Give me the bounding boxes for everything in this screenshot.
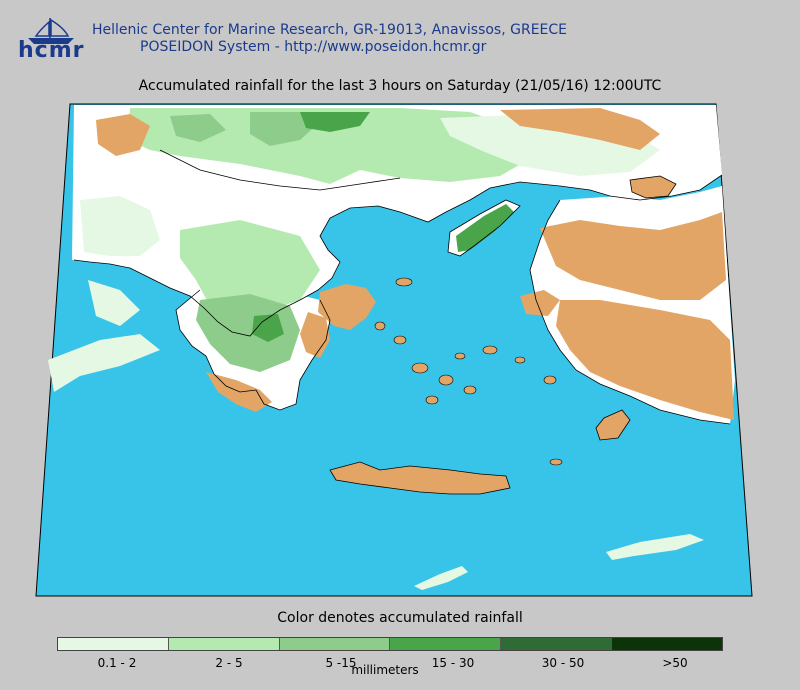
legend-label-15-30: 15 - 30 — [431, 656, 475, 670]
legend-label-2-5: 2 - 5 — [215, 656, 243, 670]
legend-title: Color denotes accumulated rainfall — [277, 610, 523, 626]
legend-swatch-2-5 — [168, 638, 280, 650]
dry-land-attica — [318, 284, 376, 330]
rain-zone-central — [180, 220, 320, 320]
rain-zone-north-heavy — [250, 112, 320, 146]
rain-zone-north-heavy-3 — [300, 112, 370, 132]
rain-zone-peloponnese — [196, 294, 300, 372]
rain-zone-sea-west — [48, 334, 160, 392]
legend-swatch-5-15 — [279, 638, 391, 650]
legend-label-0.1-2: 0.1 - 2 — [97, 656, 137, 670]
legend-label-5-15: 5 -15 — [325, 656, 357, 670]
rain-zone-peloponnese-heavy — [252, 314, 284, 342]
rain-zone-evia — [456, 204, 514, 252]
legend-label-gt50: >50 — [662, 656, 688, 670]
dry-land-thrace — [500, 108, 660, 150]
rain-zone-south-sea-2 — [414, 566, 468, 590]
logo-text: hcmr — [18, 38, 85, 63]
header-institution: Hellenic Center for Marine Research, GR-… — [92, 22, 568, 38]
rain-zone-ionian — [88, 280, 140, 326]
map-title: Accumulated rainfall for the last 3 hour… — [138, 78, 662, 94]
rain-zone-west — [80, 196, 160, 256]
legend-swatch-0.1-2 — [58, 638, 169, 650]
header-system-link[interactable]: POSEIDON System - http://www.poseidon.hc… — [140, 39, 487, 55]
dry-land-argolis — [300, 312, 330, 358]
legend-swatch-30-50 — [501, 638, 613, 650]
rain-zone-south-sea-1 — [606, 534, 704, 560]
dry-land-anatolia-south — [556, 300, 734, 420]
rain-zone-north-heavy-2 — [170, 114, 226, 142]
legend-units: millimeters — [351, 663, 419, 677]
cyclades-islands — [374, 277, 563, 466]
legend-swatch-gt50 — [612, 638, 722, 650]
dry-land-northwest — [96, 114, 150, 156]
legend-color-bar — [57, 637, 723, 651]
legend-label-30-50: 30 - 50 — [541, 656, 585, 670]
dry-land-lesvos — [630, 176, 676, 198]
dry-land-chios — [520, 290, 560, 316]
rain-zone-north — [128, 108, 528, 184]
dry-land-anatolia-north — [540, 212, 726, 300]
legend-swatch-15-30 — [390, 638, 502, 650]
coastlines — [73, 149, 731, 495]
hcmr-ship-logo-icon — [28, 18, 74, 44]
